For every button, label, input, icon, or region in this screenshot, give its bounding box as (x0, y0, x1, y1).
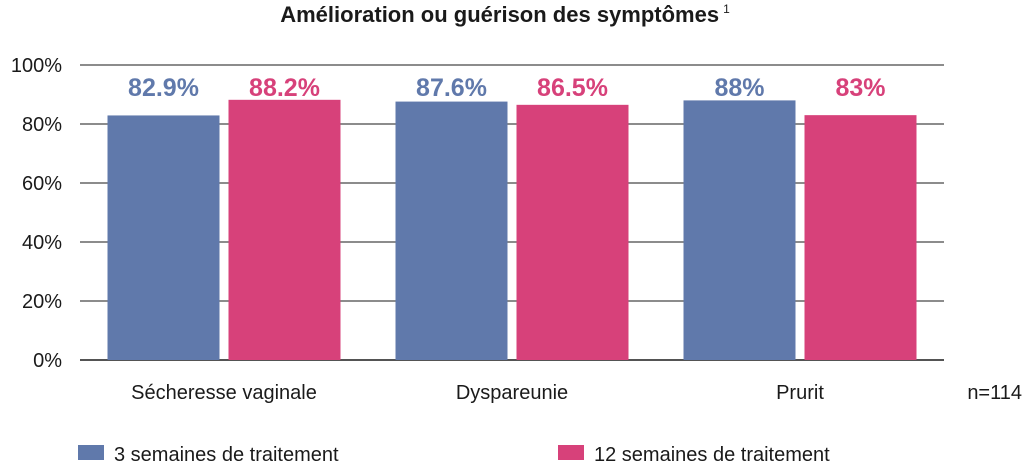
y-tick-label: 80% (22, 114, 62, 136)
legend-label: 12 semaines de traitement (594, 444, 830, 465)
data-label: 88.2% (249, 74, 320, 102)
data-label: 87.6% (416, 74, 487, 102)
data-label: 86.5% (537, 74, 608, 102)
legend-label: 3 semaines de traitement (114, 444, 339, 465)
chart-title: Amélioration ou guérison des symptômes 1 (280, 2, 730, 27)
bar (395, 101, 508, 360)
value-labels: 82.9% 88.2% 87.6% 86.5% 88% 83% (128, 74, 885, 102)
y-axis-ticks: 0% 20% 40% 60% 80% 100% (11, 55, 62, 372)
legend-swatch (78, 445, 104, 460)
y-tick-label: 20% (22, 291, 62, 313)
sample-size-note: n=114 (967, 382, 1022, 404)
data-label: 83% (835, 74, 885, 102)
x-tick-label: Sécheresse vaginale (131, 382, 317, 404)
bar (683, 100, 796, 361)
bar (228, 99, 341, 360)
x-axis-categories: Sécheresse vaginale Dyspareunie Prurit (131, 382, 824, 404)
data-label: 82.9% (128, 74, 199, 102)
bar (804, 115, 917, 361)
bar (107, 115, 220, 360)
bars (107, 99, 917, 361)
x-tick-label: Dyspareunie (456, 382, 568, 404)
legend: 3 semaines de traitement 12 semaines de t… (78, 444, 830, 465)
bar (516, 104, 629, 360)
data-label: 88% (714, 74, 764, 102)
y-tick-label: 0% (33, 350, 62, 372)
y-tick-label: 100% (11, 55, 62, 77)
y-tick-label: 60% (22, 173, 62, 195)
gridlines (80, 64, 944, 361)
x-tick-label: Prurit (776, 382, 824, 404)
legend-swatch (558, 445, 584, 460)
y-tick-label: 40% (22, 232, 62, 254)
